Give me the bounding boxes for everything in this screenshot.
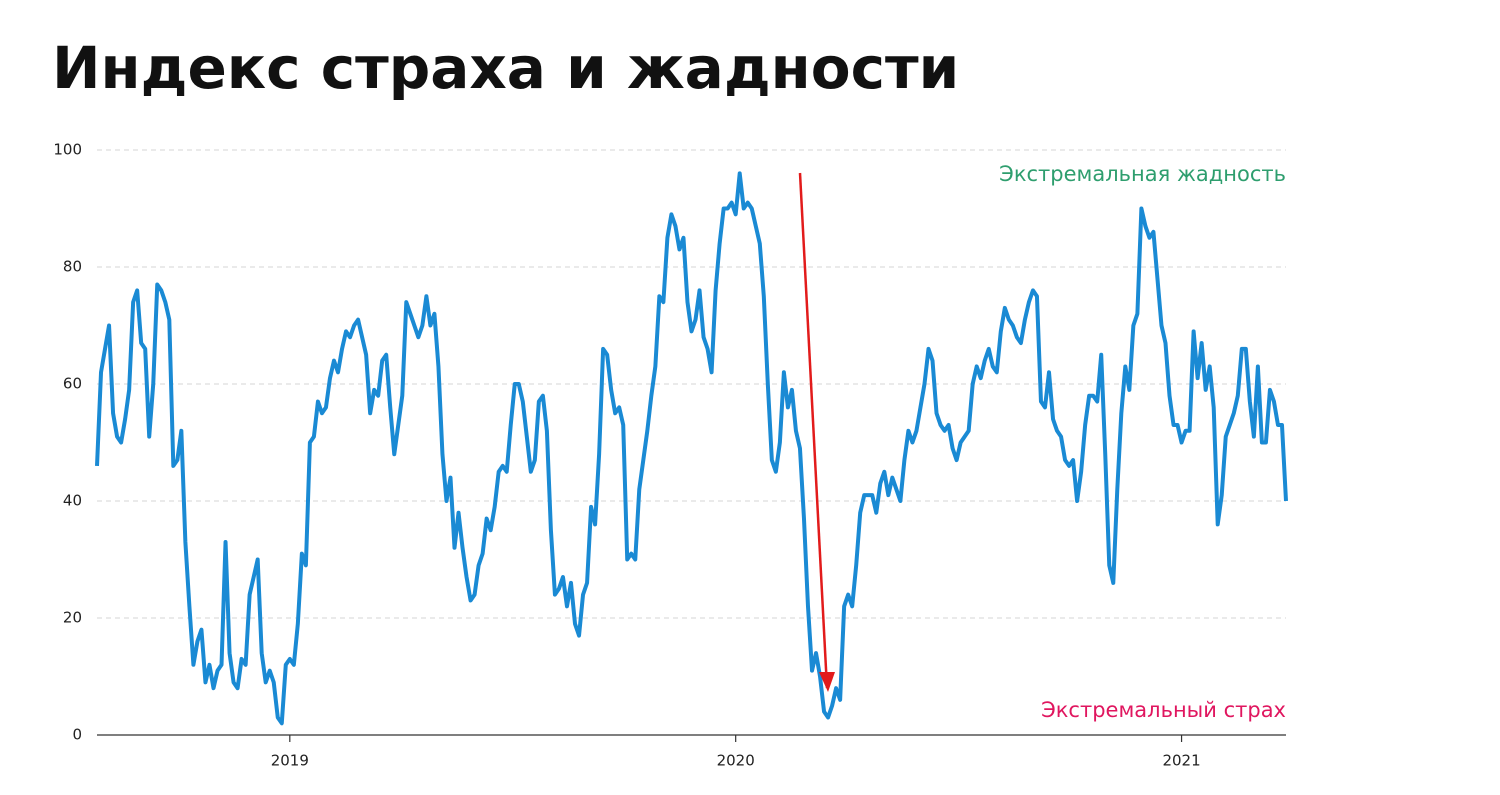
chart-title: Индекс страха и жадности [52,34,959,102]
line-series [95,171,1288,726]
y-tick-label: 0 [72,726,82,744]
x-tick-label: 2021 [1162,752,1200,770]
y-tick-label: 40 [63,492,82,510]
annotation: Экстремальная жадность [999,162,1286,186]
x-tick-label: 2019 [271,752,309,770]
arrow-head [819,672,835,692]
x-tick-label: 2020 [717,752,755,770]
annotation: Экстремальный страх [1041,698,1286,722]
arrow [798,172,829,689]
y-tick-label: 20 [63,609,82,627]
y-tick-label: 80 [63,258,82,276]
y-tick-label: 60 [63,375,82,393]
grid: 0 20 40 60 80 100 2019 2020 2021 [53,141,1286,770]
y-tick-label: 100 [53,141,82,159]
plot [95,171,1288,726]
